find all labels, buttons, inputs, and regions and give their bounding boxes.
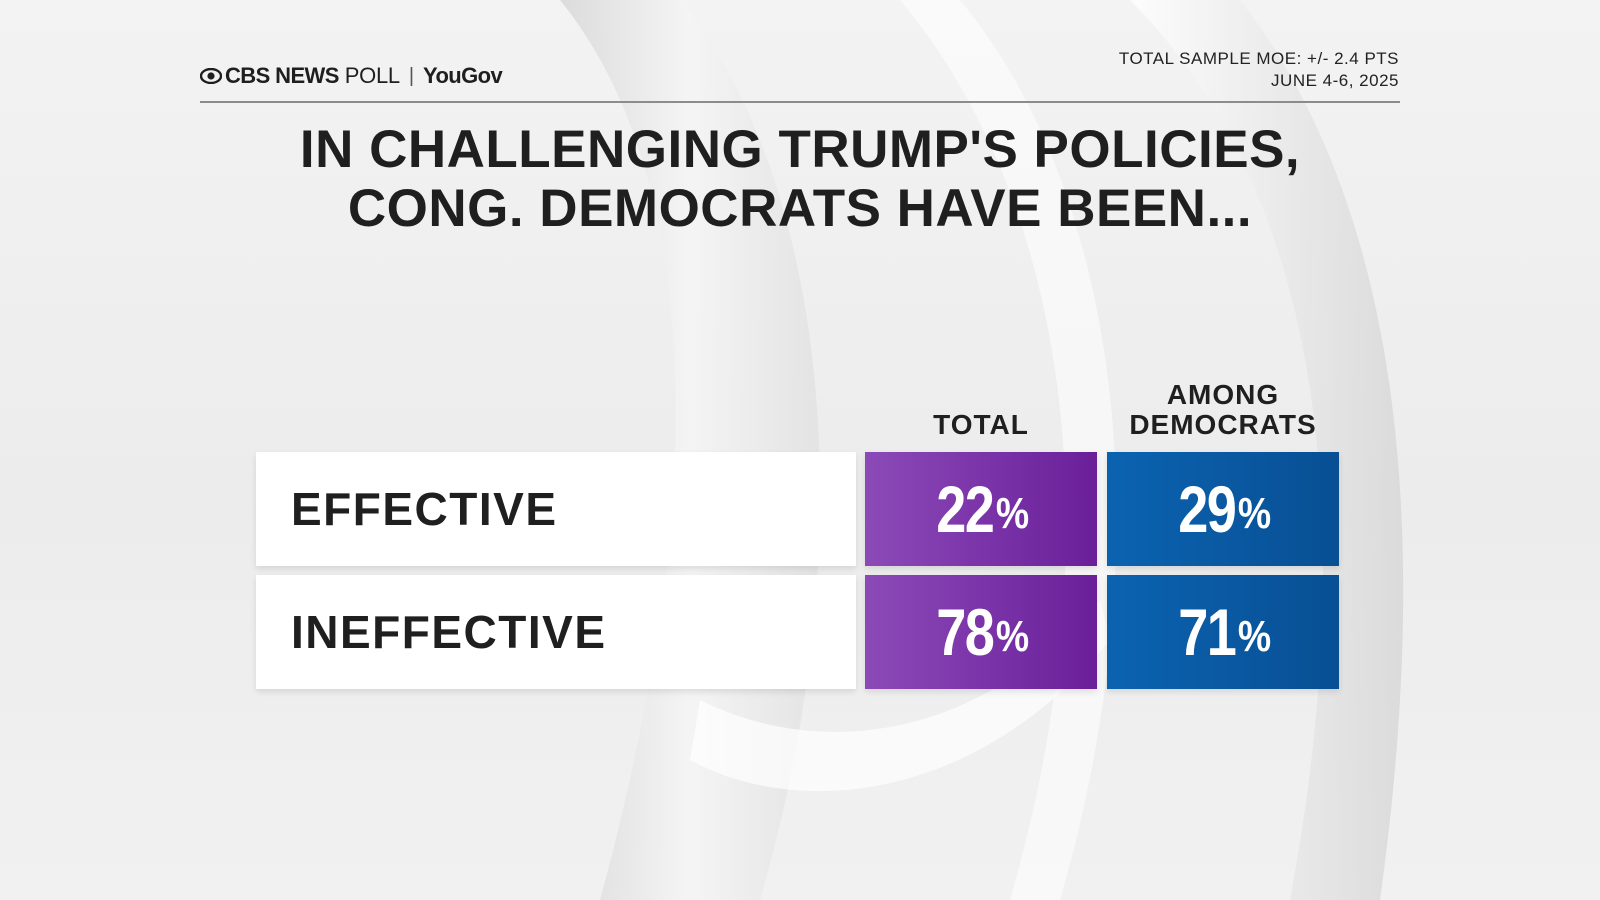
cell-effective-total: 22% xyxy=(865,452,1097,566)
margin-of-error: TOTAL SAMPLE MOE: +/- 2.4 PTS xyxy=(1118,49,1399,68)
chart-title: IN CHALLENGING TRUMP'S POLICIES, CONG. D… xyxy=(180,120,1420,238)
logo-poll: POLL xyxy=(344,63,400,88)
poll-dates: JUNE 4-6, 2025 xyxy=(1271,71,1399,90)
percent-sign: % xyxy=(996,489,1030,538)
percent-sign: % xyxy=(996,612,1030,661)
percent-sign: % xyxy=(1238,489,1272,538)
percent-sign: % xyxy=(1238,612,1272,661)
row-label-text: INEFFECTIVE xyxy=(291,606,607,658)
cbs-eye-icon xyxy=(200,68,222,84)
header-divider xyxy=(200,101,1400,103)
title-line-1: IN CHALLENGING TRUMP'S POLICIES, xyxy=(299,120,1301,179)
row-label-effective: EFFECTIVE xyxy=(256,452,856,566)
value-label: 78 xyxy=(935,595,995,669)
column-header-total: TOTAL xyxy=(933,409,1029,440)
column-header-democrats: AMONG DEMOCRATS xyxy=(1107,380,1339,440)
cell-ineffective-total: 78% xyxy=(865,575,1097,689)
cell-ineffective-democrats: 71% xyxy=(1107,575,1339,689)
column-header-democrats-line-2: DEMOCRATS xyxy=(1129,409,1317,440)
value-label: 29 xyxy=(1177,472,1237,546)
poll-meta: TOTAL SAMPLE MOE: +/- 2.4 PTS JUNE 4-6, … xyxy=(1119,48,1399,92)
logo-separator: | xyxy=(408,64,415,87)
logo-partner: YouGov xyxy=(423,63,503,88)
column-header-democrats-line-1: AMONG xyxy=(1166,379,1280,410)
header-logo: CBS NEWS POLL | YouGov xyxy=(200,63,503,89)
row-label-text: EFFECTIVE xyxy=(291,483,558,535)
value-label: 22 xyxy=(935,472,995,546)
cell-effective-democrats: 29% xyxy=(1107,452,1339,566)
value-label: 71 xyxy=(1177,595,1237,669)
title-line-2: CONG. DEMOCRATS HAVE BEEN... xyxy=(347,179,1253,238)
row-label-ineffective: INEFFECTIVE xyxy=(256,575,856,689)
logo-brand: CBS NEWS xyxy=(225,63,339,88)
